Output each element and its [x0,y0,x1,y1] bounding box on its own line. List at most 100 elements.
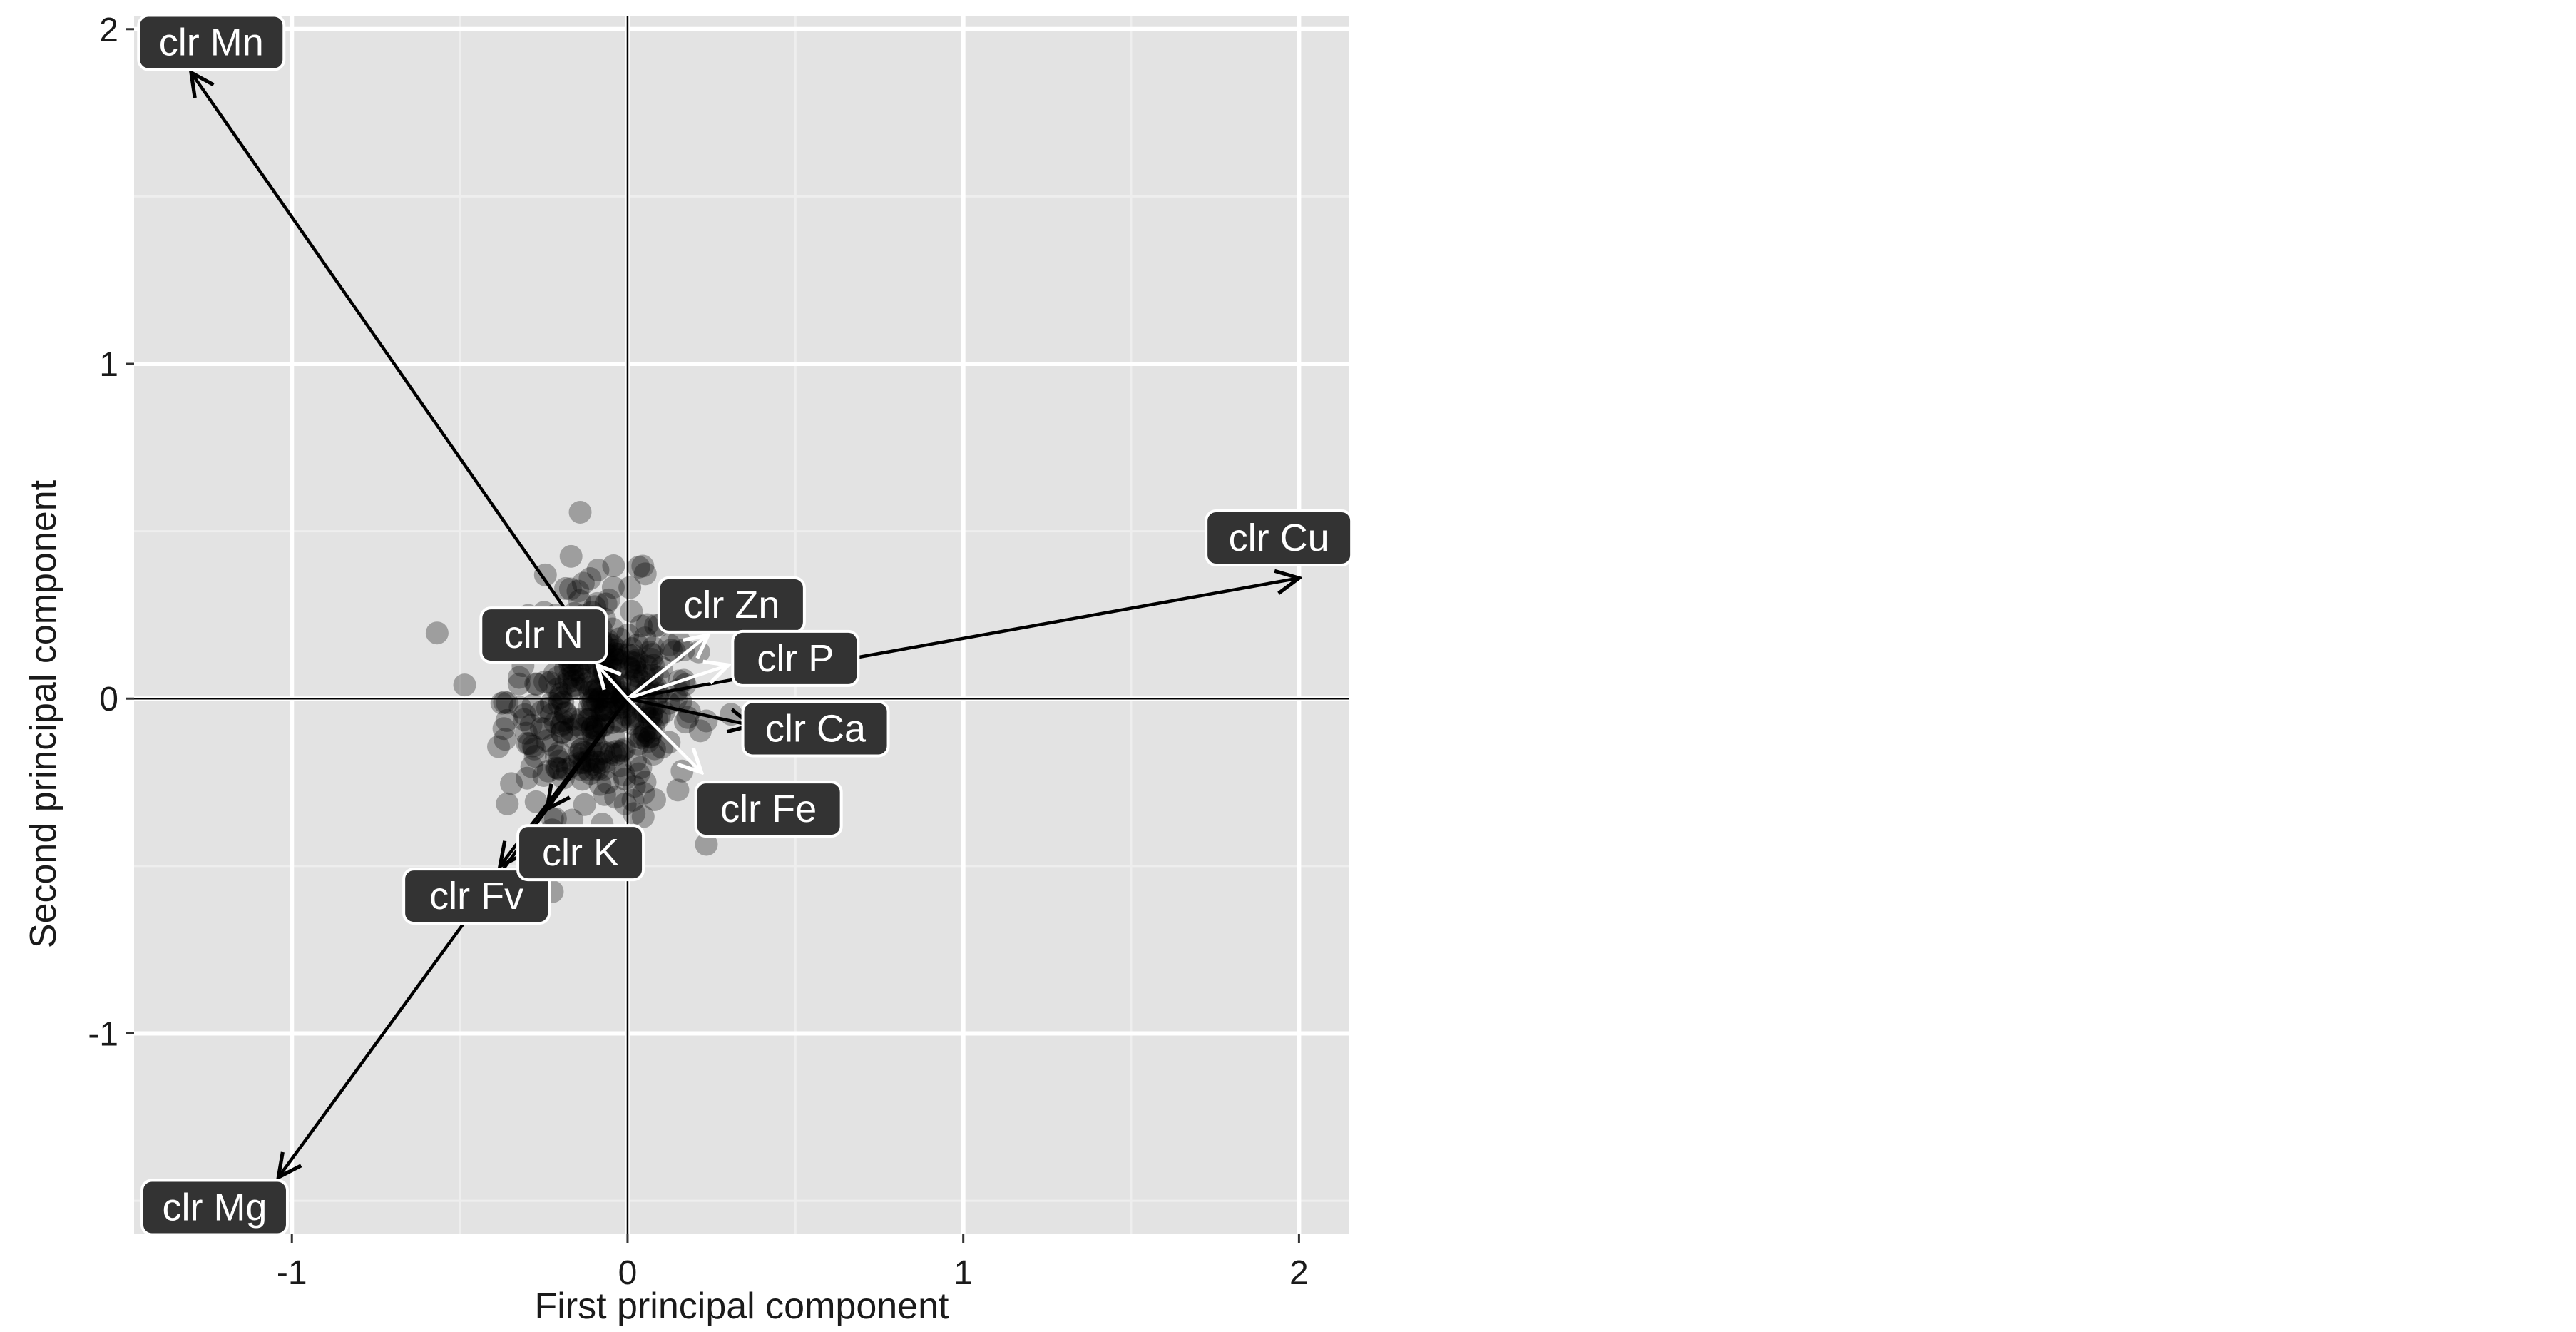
score-point [593,698,617,721]
score-point [566,659,590,682]
y-axis-ticks: -1 0 1 2 [88,11,134,1053]
score-point [524,790,548,813]
minor-gridlines [134,16,1349,1234]
loading-label-clr-fe: clr Fe [694,781,843,838]
score-point [578,567,602,591]
score-point [568,661,592,684]
score-point [689,719,712,743]
score-point [582,753,605,776]
score-point [631,554,655,578]
score-point [618,656,641,679]
score-point [571,571,595,595]
score-point [630,726,653,750]
loading-label-clr-mg: clr Mg [140,1179,289,1236]
score-point [507,672,531,696]
x-tick-label: -1 [277,1254,307,1292]
score-point [643,737,666,761]
score-point [632,781,655,805]
score-point [548,749,571,773]
loading-label-box [140,1179,289,1236]
score-point [618,657,642,681]
score-point [635,721,658,745]
score-point [561,658,585,681]
score-point [530,717,553,741]
x-tick-label: 1 [954,1254,973,1292]
score-point [543,711,567,735]
score-point [645,708,669,731]
loading-label-box [137,14,286,71]
score-point [551,721,574,744]
score-point [578,688,602,712]
score-point [642,654,665,677]
score-point [633,626,657,650]
score-point [650,656,673,679]
loading-label-box [657,576,806,634]
score-point [589,698,613,722]
loading-label-text: clr Zn [683,584,780,626]
score-point [607,642,630,666]
score-point [610,739,634,763]
score-point [602,554,625,577]
score-point [585,750,608,773]
score-point [538,671,562,694]
score-point [642,743,665,766]
loading-arrow-clr-mn [191,73,629,700]
score-point [512,708,536,731]
score-point [604,786,628,809]
score-point [613,763,636,787]
score-point [620,636,643,660]
score-point [539,703,563,726]
score-point [568,500,592,524]
score-point [578,708,601,731]
score-point [533,563,557,586]
loading-label-text: clr Fv [429,875,523,917]
score-point [530,701,553,724]
score-point [566,677,589,701]
score-point [487,735,511,758]
score-point [635,654,659,678]
score-point [583,758,606,781]
loading-label-text: clr N [504,614,583,656]
score-point [541,733,564,757]
score-point [627,555,650,579]
score-point [507,666,531,689]
score-point [588,686,612,709]
score-point [621,644,645,667]
loading-label-box [1205,509,1354,566]
score-point [547,687,571,711]
score-point [588,687,611,711]
score-point [494,728,517,751]
score-point [566,579,590,603]
score-point [524,672,548,696]
score-point [625,659,648,683]
y-tick-label: -1 [88,1015,118,1053]
score-point [638,726,661,749]
score-point [673,711,697,734]
score-point [495,708,518,732]
score-point [623,775,646,798]
score-point [545,678,568,701]
score-point [570,708,593,731]
loading-label-text: clr Mn [159,21,264,64]
score-point [598,701,622,724]
score-point [576,758,600,781]
score-point [633,719,657,743]
score-point [630,614,653,638]
score-point [519,713,543,737]
score-point [549,682,573,706]
score-point [650,736,674,759]
score-point [516,766,539,790]
loading-arrow-clr-ca [627,697,752,726]
score-point [627,726,650,749]
score-point [551,709,575,733]
score-point [425,621,449,645]
score-point [577,696,600,720]
score-point [605,639,629,662]
score-point [608,627,631,651]
score-point [608,741,631,765]
score-point [548,686,572,710]
score-point [539,691,563,715]
score-point [533,717,556,741]
score-point [523,737,546,761]
score-point [559,544,583,568]
